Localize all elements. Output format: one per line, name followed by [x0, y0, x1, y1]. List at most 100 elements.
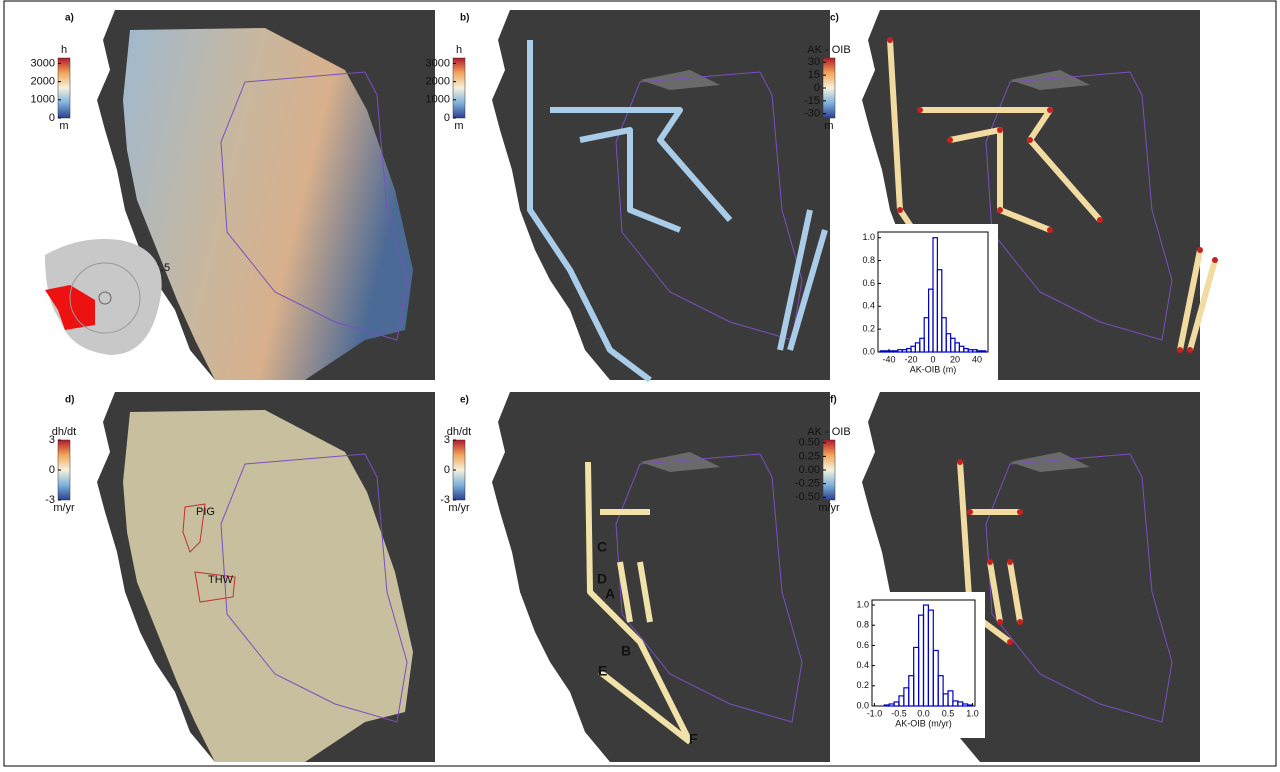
colorbar-tick-label: -15 — [804, 95, 820, 107]
track-dot — [1187, 347, 1193, 353]
colorbar-tick-label: 15 — [808, 69, 820, 81]
panel-label: d) — [65, 395, 74, 406]
map-label: F — [689, 731, 698, 747]
panel: dh/dtm/yr-303PIGTHW — [45, 392, 435, 762]
y-tick-label: 0.0 — [862, 346, 875, 356]
panel: AK - OIBm-30-1501530-40-20020400.00.20.4… — [804, 10, 1218, 384]
colorbar-title: AK - OIB — [807, 44, 850, 56]
colorbar-tick-label: -3 — [440, 494, 450, 506]
track-dot — [897, 207, 903, 213]
x-axis-label: AK-OIB (m/yr) — [895, 718, 952, 728]
x-tick-label: -20 — [904, 354, 917, 364]
track-dot — [1212, 257, 1218, 263]
histogram-bar — [893, 351, 897, 352]
colorbar-title: h — [456, 44, 462, 56]
colorbar-tick-label: 30 — [808, 56, 820, 68]
colorbar-unit: m — [824, 120, 833, 132]
colorbar-title: h — [61, 44, 67, 56]
y-tick-label: 0.2 — [856, 680, 869, 690]
colorbar-tick-label: 2000 — [426, 76, 450, 88]
track-dot — [1017, 619, 1023, 625]
panel-label: a) — [65, 13, 74, 24]
colorbar-unit: m — [59, 120, 68, 132]
x-tick-label: -0.5 — [891, 708, 907, 718]
panel-label: b) — [460, 13, 469, 24]
map-label: THW — [208, 574, 234, 586]
y-tick-label: 0.4 — [856, 660, 869, 670]
colorbar — [453, 58, 465, 118]
colorbar-tick-label: 0 — [49, 112, 55, 124]
track-dot — [1047, 107, 1053, 113]
y-tick-label: 0.0 — [856, 700, 869, 710]
map-label: E — [598, 663, 607, 679]
track-dot — [1007, 639, 1013, 645]
track-dot — [917, 107, 923, 113]
colorbar-tick-label: 0.00 — [799, 464, 820, 476]
track-dot — [957, 459, 963, 465]
map-label: D — [597, 571, 607, 587]
track-dot — [1027, 137, 1033, 143]
map-label: C — [597, 539, 607, 555]
colorbar-unit: m — [454, 120, 463, 132]
histogram-bar — [968, 705, 973, 706]
map-label: B — [621, 643, 631, 659]
colorbar-tick-label: 0 — [444, 112, 450, 124]
y-tick-label: 0.8 — [856, 620, 869, 630]
y-tick-label: 0.4 — [862, 301, 875, 311]
panel-label: e) — [460, 395, 469, 406]
histogram-bar — [889, 351, 893, 352]
map-label: A — [605, 586, 615, 602]
y-tick-label: 0.6 — [862, 278, 875, 288]
x-tick-label: 40 — [972, 354, 982, 364]
track-dot — [1007, 559, 1013, 565]
x-tick-label: 20 — [950, 354, 960, 364]
colorbar-tick-label: -0.50 — [795, 491, 820, 503]
track-dot — [1047, 227, 1053, 233]
colorbar-title: dh/dt — [447, 426, 471, 438]
x-tick-label: 0.0 — [917, 708, 930, 718]
x-tick-label: -1.0 — [867, 708, 883, 718]
y-tick-label: 1.0 — [862, 232, 875, 242]
colorbar-tick-label: -3 — [45, 494, 55, 506]
track-dot — [997, 207, 1003, 213]
track-dot — [967, 509, 973, 515]
track-dot — [997, 127, 1003, 133]
land — [492, 392, 830, 762]
y-tick-label: 0.8 — [862, 255, 875, 265]
histogram-bar — [884, 705, 889, 706]
panel: AK - OIBm/yr-0.50-0.250.000.250.50-1.0-0… — [795, 392, 1200, 762]
track-dot — [947, 137, 953, 143]
track-dot — [887, 37, 893, 43]
colorbar-tick-label: -0.25 — [795, 478, 820, 490]
x-tick-label: 0.5 — [942, 708, 955, 718]
colorbar-tick-label: 0 — [49, 464, 55, 476]
colorbar-tick-label: 0.50 — [799, 437, 820, 449]
panel-label: f) — [830, 395, 837, 406]
colorbar-tick-label: 3 — [49, 434, 55, 446]
colorbar-tick-label: 1000 — [31, 94, 55, 106]
colorbar — [58, 58, 70, 118]
x-axis-label: AK-OIB (m) — [910, 364, 957, 374]
track-dot — [987, 559, 993, 565]
panel-label: c) — [830, 13, 839, 24]
track-dot — [1197, 247, 1203, 253]
track-dot — [1177, 347, 1183, 353]
histogram-bar — [977, 351, 981, 352]
track-dot — [1097, 217, 1103, 223]
colorbar-tick-label: 0.25 — [799, 450, 820, 462]
colorbar-tick-label: 3 — [444, 434, 450, 446]
colorbar-unit: m/yr — [448, 502, 470, 514]
colorbar-unit: m/yr — [818, 502, 840, 514]
figure: hm0100020003000-81.5-88a)hm0100020003000… — [0, 0, 1280, 767]
land — [492, 10, 830, 380]
colorbar-tick-label: 0 — [444, 464, 450, 476]
x-tick-label: -40 — [882, 354, 895, 364]
map-label: PIG — [196, 506, 215, 518]
colorbar-tick-label: 3000 — [31, 57, 55, 69]
colorbar-tick-label: 0 — [814, 82, 820, 94]
track-dot — [997, 619, 1003, 625]
y-tick-label: 0.6 — [856, 640, 869, 650]
colorbar-tick-label: 2000 — [31, 76, 55, 88]
histogram-bar — [981, 351, 985, 352]
